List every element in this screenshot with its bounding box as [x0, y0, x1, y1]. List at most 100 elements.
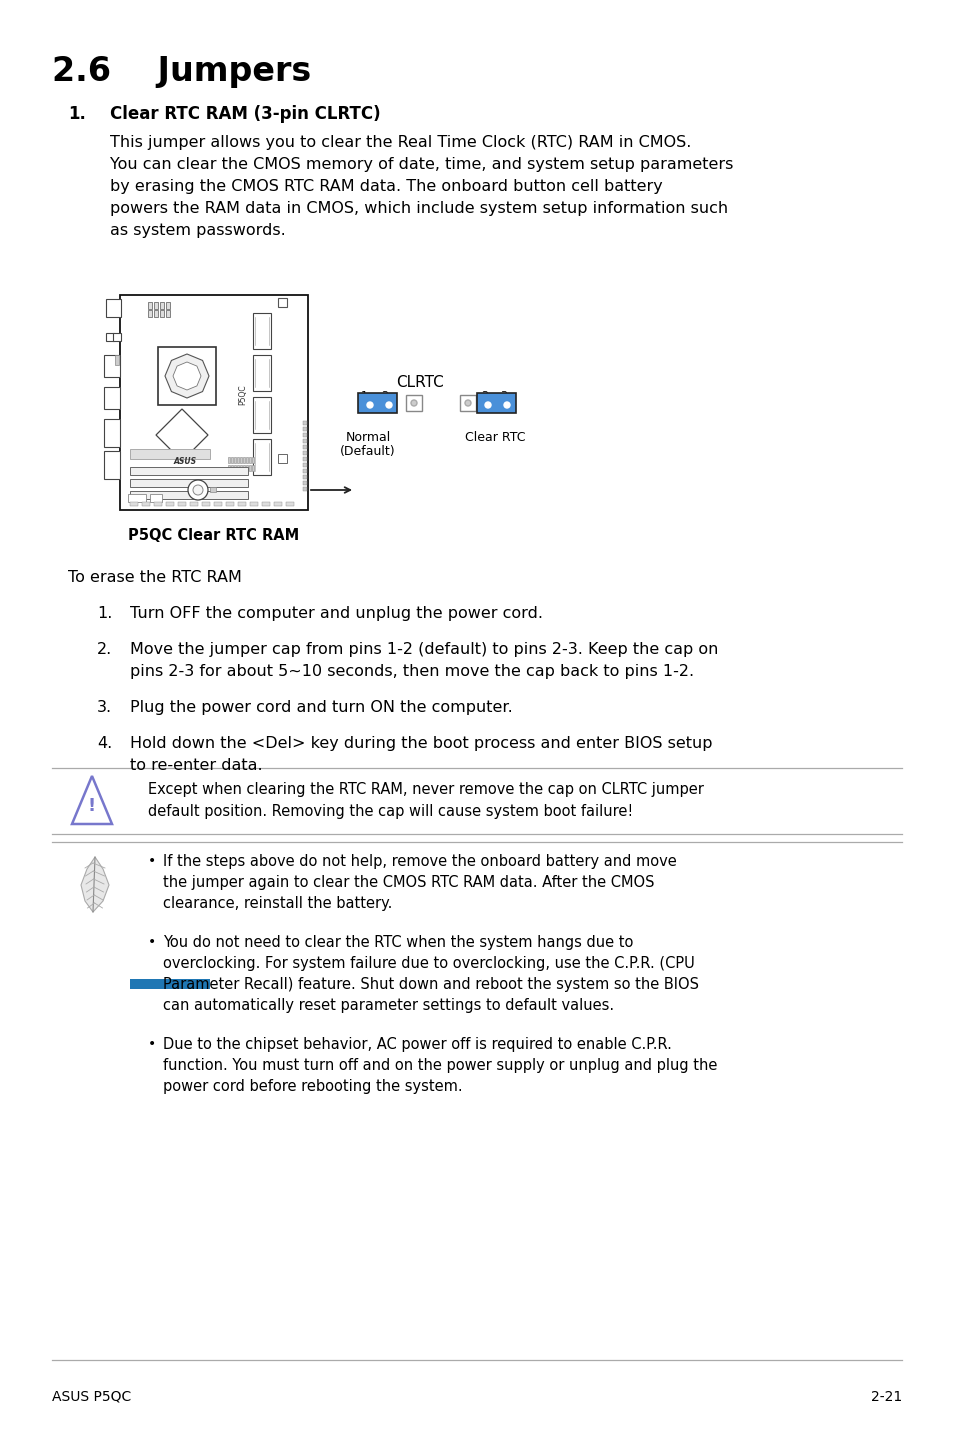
Bar [303, 457, 307, 462]
Bar [130, 490, 248, 499]
Bar [226, 502, 233, 506]
Bar [130, 479, 248, 487]
Text: 2.6    Jumpers: 2.6 Jumpers [52, 55, 311, 88]
Bar [106, 299, 121, 316]
Bar [166, 302, 170, 309]
Text: as system passwords.: as system passwords. [110, 223, 286, 239]
Text: You can clear the CMOS memory of date, time, and system setup parameters: You can clear the CMOS memory of date, t… [110, 157, 733, 173]
Bar [142, 502, 150, 506]
Bar [277, 454, 287, 463]
Bar [253, 355, 271, 391]
Text: power cord before rebooting the system.: power cord before rebooting the system. [163, 1078, 462, 1094]
Circle shape [193, 485, 203, 495]
Polygon shape [81, 857, 109, 912]
Bar [262, 502, 270, 506]
Text: Clear RTC RAM (3-pin CLRTC): Clear RTC RAM (3-pin CLRTC) [110, 105, 380, 124]
Bar [112, 334, 121, 341]
Bar [130, 467, 248, 475]
Text: function. You must turn off and on the power supply or unplug and plug the: function. You must turn off and on the p… [163, 1058, 717, 1073]
Bar [213, 502, 222, 506]
Bar [236, 464, 239, 472]
Bar [153, 302, 158, 309]
Polygon shape [71, 777, 112, 824]
Bar [104, 387, 120, 408]
Bar [303, 480, 307, 485]
Bar [303, 444, 307, 449]
Text: the jumper again to clear the CMOS RTC RAM data. After the CMOS: the jumper again to clear the CMOS RTC R… [163, 874, 654, 890]
Bar [303, 469, 307, 473]
Bar [274, 502, 282, 506]
Bar [249, 464, 251, 472]
Text: 1: 1 [360, 391, 368, 401]
Text: 3.: 3. [97, 700, 112, 715]
Text: 2.: 2. [97, 641, 112, 657]
Text: Due to the chipset behavior, AC power off is required to enable C.P.R.: Due to the chipset behavior, AC power of… [163, 1037, 671, 1053]
Text: pins 2-3 for about 5~10 seconds, then move the cap back to pins 1-2.: pins 2-3 for about 5~10 seconds, then mo… [130, 664, 694, 679]
Bar [210, 487, 215, 492]
Text: 1.: 1. [97, 605, 112, 621]
Bar [303, 487, 307, 490]
Bar [303, 439, 307, 443]
Text: Turn OFF the computer and unplug the power cord.: Turn OFF the computer and unplug the pow… [130, 605, 542, 621]
Text: This jumper allows you to clear the Real Time Clock (RTC) RAM in CMOS.: This jumper allows you to clear the Real… [110, 135, 691, 150]
Circle shape [503, 403, 510, 408]
Bar [303, 427, 307, 431]
Bar [130, 449, 210, 459]
Text: 2-21: 2-21 [870, 1391, 901, 1403]
Text: default position. Removing the cap will cause system boot failure!: default position. Removing the cap will … [148, 804, 633, 820]
Bar [253, 439, 271, 475]
Bar [231, 457, 233, 463]
Bar [303, 433, 307, 437]
Bar [160, 311, 164, 316]
Text: Parameter Recall) feature. Shut down and reboot the system so the BIOS: Parameter Recall) feature. Shut down and… [163, 976, 699, 992]
Text: •: • [148, 1037, 156, 1051]
Text: You do not need to clear the RTC when the system hangs due to: You do not need to clear the RTC when th… [163, 935, 633, 951]
Bar [106, 334, 113, 341]
Bar [231, 464, 233, 472]
Bar [104, 355, 120, 377]
Bar [130, 502, 138, 506]
Text: Normal: Normal [345, 431, 390, 444]
Text: Clear RTC: Clear RTC [464, 431, 525, 444]
Text: Except when clearing the RTC RAM, never remove the cap on CLRTC jumper: Except when clearing the RTC RAM, never … [148, 782, 703, 797]
Bar [406, 395, 421, 411]
Bar [150, 495, 162, 502]
Text: Hold down the <Del> key during the boot process and enter BIOS setup: Hold down the <Del> key during the boot … [130, 736, 712, 751]
Bar [303, 452, 307, 454]
Text: ASUS P5QC: ASUS P5QC [52, 1391, 132, 1403]
Bar [243, 464, 245, 472]
Bar [252, 464, 253, 472]
Bar [148, 311, 152, 316]
Bar [253, 313, 271, 349]
Bar [476, 393, 516, 413]
Bar [303, 475, 307, 479]
Circle shape [188, 480, 208, 500]
Bar [240, 464, 242, 472]
Bar [303, 463, 307, 467]
Bar [160, 302, 164, 309]
Text: 1.: 1. [68, 105, 86, 124]
Text: Plug the power cord and turn ON the computer.: Plug the power cord and turn ON the comp… [130, 700, 512, 715]
Bar [459, 395, 476, 411]
Bar [202, 502, 210, 506]
Bar [303, 421, 307, 426]
Bar [166, 311, 170, 316]
Bar [104, 452, 120, 479]
Bar [252, 457, 253, 463]
Bar [233, 457, 236, 463]
Text: can automatically reset parameter settings to default values.: can automatically reset parameter settin… [163, 998, 614, 1012]
Bar [153, 502, 162, 506]
Text: 3: 3 [499, 391, 506, 401]
Text: (Default): (Default) [340, 444, 395, 457]
Text: •: • [148, 854, 156, 869]
Bar [236, 457, 239, 463]
Text: •: • [148, 935, 156, 949]
Bar [158, 347, 215, 406]
Text: overclocking. For system failure due to overclocking, use the C.P.R. (CPU: overclocking. For system failure due to … [163, 956, 694, 971]
Bar [104, 418, 120, 447]
Bar [228, 464, 230, 472]
Text: If the steps above do not help, remove the onboard battery and move: If the steps above do not help, remove t… [163, 854, 676, 869]
Bar [286, 502, 294, 506]
Text: powers the RAM data in CMOS, which include system setup information such: powers the RAM data in CMOS, which inclu… [110, 201, 727, 216]
Bar [249, 457, 251, 463]
